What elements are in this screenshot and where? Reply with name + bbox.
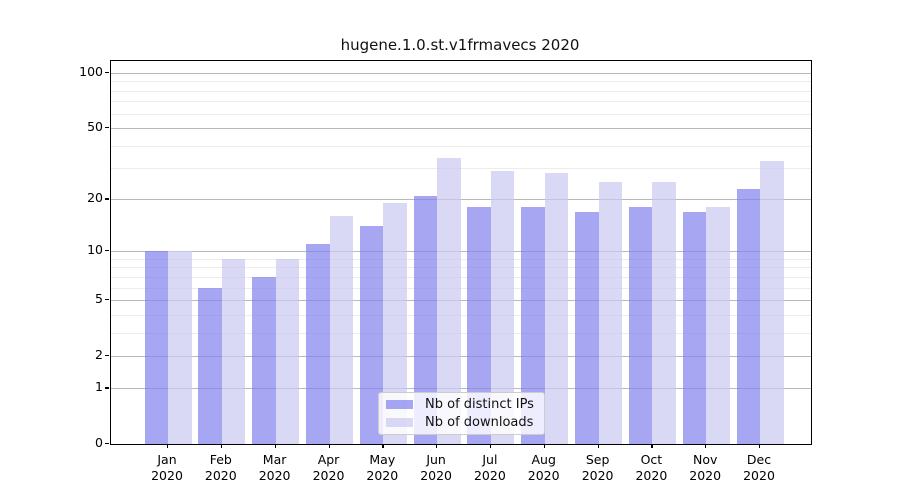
x-tick-mark-nov [705,444,707,449]
x-tick-mark-may [382,444,384,449]
major-gridline-1 [111,388,811,390]
x-tick-label-nov: Nov 2020 [689,452,722,483]
minor-gridline-9 [111,258,811,260]
bar-downloads-feb [221,258,246,444]
x-tick-label-dec: Dec 2020 [743,452,775,483]
minor-gridline-4 [111,314,811,316]
major-gridline-100 [111,73,811,74]
x-tick-label-may: May 2020 [366,452,399,483]
x-tick-label-apr: Apr 2020 [312,452,345,483]
bar-ips-jan [144,251,168,444]
major-gridline-5 [111,300,811,301]
bar-downloads-nov [706,207,730,444]
x-tick-mark-sep [597,444,599,449]
bar-downloads-oct [652,182,676,444]
x-tick-label-mar: Mar 2020 [258,452,291,483]
minor-gridline-40 [111,145,811,147]
chart-title: hugene.1.0.st.v1frmavecs 2020 [340,36,580,54]
y-tick-label-50: 50 [87,118,103,134]
plot-area [110,60,812,445]
bar-ips-mar [252,276,276,444]
minor-gridline-60 [111,113,811,115]
legend-row-downloads: Nb of downloads [385,415,538,430]
minor-gridline-30 [111,167,811,169]
y-tick-mark-20 [105,198,109,200]
bar-downloads-apr [329,216,353,444]
legend-row-distinct-ips: Nb of distinct IPs [385,397,538,412]
x-tick-label-oct: Oct 2020 [635,452,668,483]
bar-ips-dec [736,188,760,444]
x-tick-mark-apr [328,444,330,449]
y-tick-label-5: 5 [95,291,103,306]
y-tick-label-10: 10 [87,242,103,258]
major-gridline-2 [111,355,811,357]
minor-gridline-70 [111,101,811,103]
minor-gridline-8 [111,267,811,269]
x-tick-label-aug: Aug 2020 [527,452,560,483]
major-gridline-10 [111,251,811,253]
bar-downloads-dec [760,160,784,444]
y-tick-mark-0 [105,443,109,445]
y-tick-mark-10 [105,250,109,252]
x-tick-label-sep: Sep 2020 [581,452,614,483]
y-tick-mark-1 [105,387,109,389]
bar-downloads-jan [168,251,192,444]
major-gridline-50 [111,127,811,129]
bar-ips-jun [413,195,438,444]
bar-downloads-sep [598,182,623,444]
x-tick-mark-jan [167,444,169,449]
legend-label-distinct-ips: Nb of distinct IPs [425,397,534,412]
y-tick-label-0: 0 [95,435,103,450]
bar-downloads-jul [490,170,515,444]
x-tick-mark-feb [220,444,223,449]
y-tick-mark-100 [105,72,109,74]
x-tick-label-jun: Jun 2020 [420,452,452,483]
bar-ips-sep [575,211,599,444]
x-tick-mark-jun [436,444,438,449]
bar-downloads-jun [437,158,461,444]
x-tick-mark-oct [651,444,653,449]
y-tick-mark-2 [105,354,109,356]
bar-ips-jul [467,207,491,444]
bar-ips-may [359,226,384,444]
y-tick-label-1: 1 [95,379,103,395]
bar-downloads-may [383,203,407,444]
x-tick-mark-jul [489,444,492,449]
bar-ips-oct [628,207,653,444]
bar-ips-nov [682,211,707,444]
y-tick-label-100: 100 [79,64,103,79]
y-tick-label-20: 20 [87,190,103,206]
bar-ips-aug [521,207,545,444]
legend-label-downloads: Nb of downloads [425,415,534,430]
minor-gridline-90 [111,81,811,83]
x-tick-label-jan: Jan 2020 [151,452,183,483]
x-tick-mark-dec [759,444,761,449]
minor-gridline-3 [111,332,811,334]
major-gridline-20 [111,199,811,201]
y-tick-label-2: 2 [95,346,103,362]
minor-gridline-80 [111,90,811,92]
x-tick-mark-aug [543,444,545,449]
x-tick-label-feb: Feb 2020 [204,452,237,483]
x-tick-mark-mar [274,444,276,449]
legend-swatch-downloads [386,418,413,427]
bar-ips-apr [306,244,330,444]
minor-gridline-6 [111,287,811,289]
bar-downloads-mar [275,258,300,444]
y-tick-mark-50 [105,126,109,129]
x-tick-label-jul: Jul 2020 [473,452,506,483]
bar-downloads-aug [544,173,569,444]
legend-swatch-distinct-ips [386,400,413,409]
minor-gridline-7 [111,276,811,278]
legend: Nb of distinct IPs Nb of downloads [378,392,545,435]
bar-ips-feb [198,287,222,444]
y-tick-mark-5 [105,299,109,301]
